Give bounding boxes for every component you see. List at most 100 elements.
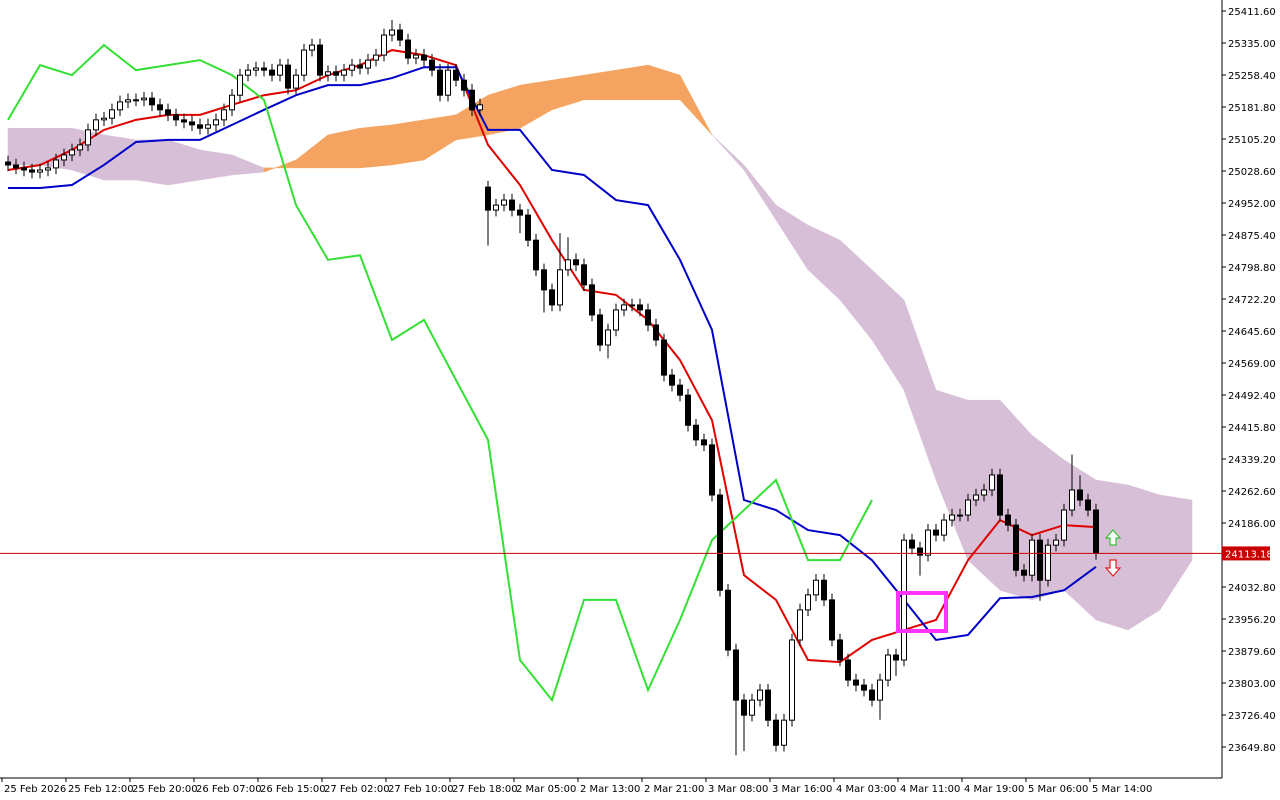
- candle-body: [29, 169, 35, 173]
- candle-body: [893, 654, 899, 661]
- candle-body: [773, 719, 779, 746]
- candle-body: [381, 34, 387, 56]
- cloud-segment: [583, 69, 617, 101]
- x-tick-label: 2 Mar 21:00: [644, 784, 704, 795]
- candle-body: [845, 659, 851, 681]
- candle-body: [669, 374, 675, 386]
- x-tick-label: 26 Feb 07:00: [196, 784, 262, 795]
- candle-body: [485, 186, 491, 211]
- x-tick-label: 4 Mar 11:00: [900, 784, 960, 795]
- y-tick-label: 24645.60: [1228, 327, 1276, 338]
- candle-body: [229, 94, 235, 111]
- candle-body: [85, 129, 91, 146]
- candle-body: [405, 39, 411, 59]
- candle-body: [37, 169, 43, 173]
- y-tick-label: 24722.20: [1228, 295, 1276, 306]
- candle-body: [925, 529, 931, 556]
- cloud-segment: [199, 149, 233, 181]
- candle-body: [477, 104, 483, 111]
- x-tick-label: 4 Mar 19:00: [964, 784, 1024, 795]
- candle-body: [709, 444, 715, 496]
- candle-body: [293, 74, 299, 89]
- candle-body: [421, 54, 427, 61]
- x-tick-label: 2 Mar 05:00: [516, 784, 576, 795]
- candle-body: [797, 609, 803, 641]
- y-tick-label: 23649.80: [1228, 743, 1276, 754]
- x-tick-label: 25 Feb 20:00: [132, 784, 198, 795]
- candle-body: [317, 44, 323, 76]
- candle-body: [549, 289, 555, 306]
- candle-body: [5, 161, 11, 166]
- cloud-segment: [391, 119, 425, 166]
- candle-body: [221, 109, 227, 121]
- cloud-segment: [1159, 494, 1193, 611]
- candle-body: [181, 119, 187, 123]
- candle-body: [965, 499, 971, 516]
- x-tick-label: 25 Feb 12:00: [68, 784, 134, 795]
- highlight-box: [896, 591, 948, 633]
- candle-body: [557, 269, 563, 306]
- candle-body: [733, 649, 739, 701]
- candle-body: [685, 394, 691, 426]
- y-tick-label: 25028.60: [1228, 167, 1276, 178]
- candle-body: [957, 514, 963, 517]
- candle-body: [821, 579, 827, 601]
- candle-body: [157, 104, 163, 111]
- candle-body: [373, 54, 379, 61]
- candle-body: [189, 121, 195, 126]
- cloud-segment: [359, 124, 393, 169]
- x-tick-label: 4 Mar 03:00: [836, 784, 896, 795]
- cloud-segment: [1127, 484, 1161, 631]
- candle-body: [133, 99, 139, 102]
- candle-body: [725, 589, 731, 651]
- candle-body: [365, 59, 371, 69]
- candle-body: [749, 699, 755, 716]
- candle-body: [149, 97, 155, 106]
- candle-body: [469, 89, 475, 111]
- y-tick-label: 24186.00: [1228, 519, 1276, 530]
- candle-body: [13, 164, 19, 169]
- candle-body: [437, 69, 443, 96]
- y-tick-label: 25105.20: [1228, 135, 1276, 146]
- y-tick-label: 25181.80: [1228, 103, 1276, 114]
- x-tick-label: 27 Feb 18:00: [452, 784, 518, 795]
- y-tick-label: 24339.20: [1228, 455, 1276, 466]
- candle-body: [637, 304, 643, 311]
- candle-body: [125, 99, 131, 103]
- cloud-segment: [7, 127, 41, 166]
- candle-body: [1093, 509, 1099, 554]
- candle-body: [805, 594, 811, 611]
- cloud-segment: [1095, 479, 1129, 631]
- candle-body: [525, 214, 531, 241]
- current-price-label: 24113.18: [1225, 549, 1273, 560]
- cloud-segment: [327, 127, 361, 169]
- candle-body: [77, 144, 83, 151]
- y-tick-label: 24262.60: [1228, 487, 1276, 498]
- candle-body: [325, 71, 331, 76]
- candle-body: [141, 97, 147, 101]
- candle-body: [117, 101, 123, 111]
- candle-body: [205, 124, 211, 129]
- candle-body: [1085, 499, 1091, 511]
- candle-body: [781, 719, 787, 746]
- y-tick-label: 25411.60: [1228, 7, 1276, 18]
- candle-body: [853, 679, 859, 686]
- candle-body: [253, 67, 259, 71]
- candle-body: [1037, 539, 1043, 581]
- candle-body: [1077, 489, 1083, 501]
- x-tick-label: 27 Feb 02:00: [324, 784, 390, 795]
- candle-body: [613, 309, 619, 331]
- y-tick-label: 24492.40: [1228, 391, 1276, 402]
- candle-body: [453, 69, 459, 81]
- y-tick-label: 24569.00: [1228, 359, 1276, 370]
- candle-body: [389, 29, 395, 36]
- buy-arrow: [1104, 529, 1122, 546]
- candle-body: [1061, 509, 1067, 541]
- candle-body: [765, 689, 771, 721]
- candle-body: [861, 684, 867, 691]
- candle-body: [837, 639, 843, 661]
- candle-body: [869, 689, 875, 701]
- candle-body: [397, 29, 403, 41]
- candle-body: [165, 109, 171, 116]
- candle-body: [741, 699, 747, 716]
